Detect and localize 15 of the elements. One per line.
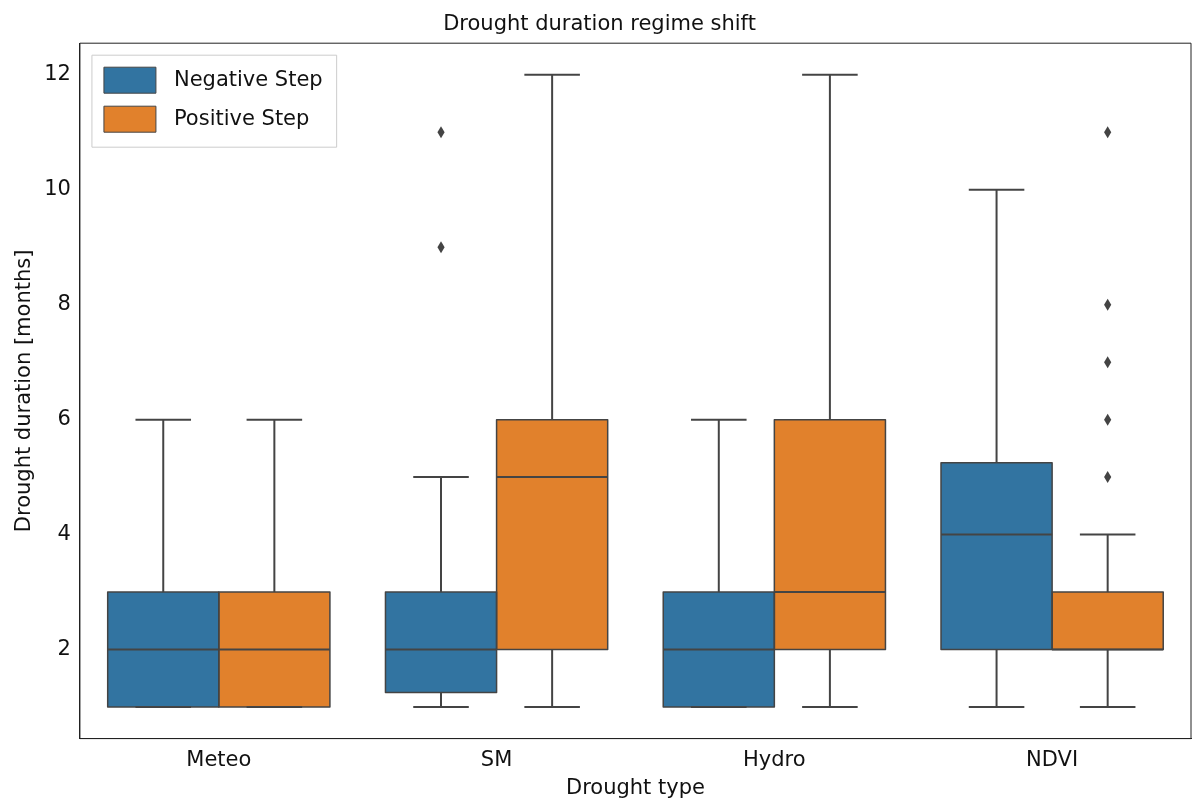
y-axis-title: Drought duration [months] [11,249,36,533]
legend-label: Positive Step [173,105,310,130]
y-tick-label: 8 [57,291,71,316]
y-tick-label: 2 [57,635,71,660]
x-tick-label: NDVI [1026,746,1079,771]
y-tick-label: 6 [57,406,71,431]
chart-title: Drought duration regime shift [443,11,756,36]
x-tick-label: Hydro [743,746,806,771]
x-axis-title: Drought type [565,774,705,799]
x-tick-label: Meteo [186,746,252,771]
y-tick-label: 10 [44,176,71,201]
legend-label: Negative Step [173,66,323,91]
x-tick-label: SM [480,746,513,771]
y-tick-label: 4 [57,521,71,546]
y-tick-label: 12 [44,61,71,86]
